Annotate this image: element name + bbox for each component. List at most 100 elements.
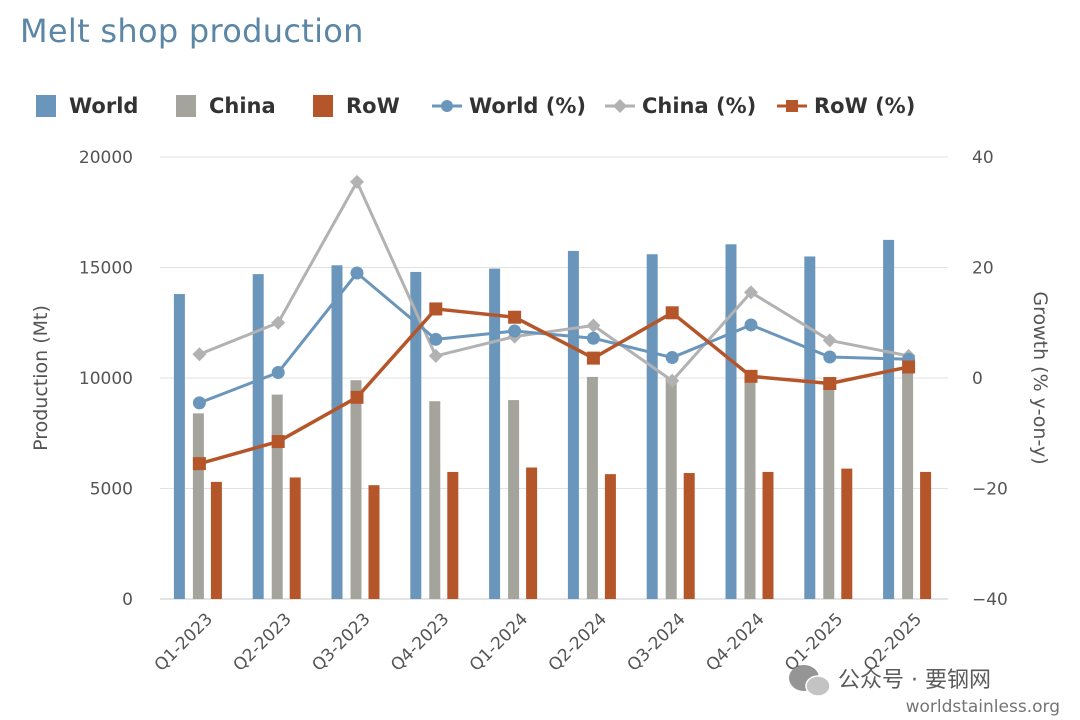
legend-world-pct[interactable]: World (%) [432,94,586,118]
row-growth-point [508,310,522,324]
bar-china [902,371,914,599]
legend-row-pct-marker [786,100,798,112]
bar-world [646,254,658,600]
world-growth-point [350,266,364,280]
y-tick-label: 20000 [79,148,133,168]
bar-world [252,274,264,599]
row-growth-point [744,369,758,383]
legend-world-pct-label: World (%) [469,94,586,118]
y2-tick-label: 0 [972,369,983,389]
bar-row [920,471,932,599]
x-tick-label: Q1-2025 [781,609,847,675]
bar-world [567,250,579,600]
bar-china [665,378,677,599]
bar-row [368,485,380,599]
legend-world-swatch [36,95,56,117]
x-tick-label: Q2-2024 [545,609,611,675]
world-growth-point [271,365,285,379]
row-growth-point [350,390,364,404]
bar-world [489,268,501,599]
world-growth-point [823,350,837,364]
x-tick-label: Q3-2023 [308,609,374,675]
china-growth-point [350,174,364,189]
bar-row [683,473,695,599]
bar-row [604,474,616,599]
y2-tick-label: −20 [972,480,1008,500]
china-growth-line [198,180,909,383]
china-growth-point [822,333,837,348]
y-tick-label: 10000 [79,369,133,389]
bar-china [744,373,756,599]
legend-china-pct-marker [613,99,627,113]
bar-world [804,256,816,599]
world-growth-point [744,318,758,332]
bar-row [210,481,222,599]
bar-row [841,468,853,599]
bar-world [410,271,422,599]
legend-world[interactable]: World [36,94,138,118]
legend-china-label: China [209,94,276,118]
y-tick-label: 0 [122,590,133,610]
x-tick-label: Q2-2025 [860,609,926,675]
world-growth-line [198,271,909,405]
legend-row[interactable]: RoW [313,94,400,118]
legend-china[interactable]: China [176,94,276,118]
bar-china [823,382,835,599]
legend-world-label: World [69,94,138,118]
watermark-line2: worldstainless.org [906,697,1060,717]
row-growth-point [192,457,206,471]
bar-china [271,394,283,599]
row-growth-point [271,435,285,449]
row-growth-line [198,307,909,466]
bar-china [192,413,204,599]
china-growth-point [586,318,601,333]
watermark-line1: 公众号 · 要钢网 [838,668,991,693]
legend-row-pct-label: RoW (%) [814,94,915,118]
legend-row-label: RoW [346,94,400,118]
bar-row [526,467,538,599]
legend-china-pct[interactable]: China (%) [605,94,756,118]
china-growth-point [665,373,680,388]
legend-row-swatch [313,95,333,117]
wechat-icon-bubble [805,675,831,697]
x-tick-label: Q1-2023 [151,609,217,675]
legend-china-swatch [176,95,196,117]
bar-china [429,401,441,599]
legend-world-pct-marker [441,100,453,112]
bar-row [762,471,774,599]
x-tick-label: Q3-2024 [624,609,690,675]
row-growth-point [902,360,916,374]
world-growth-point [429,332,443,346]
y-tick-label: 5000 [90,480,133,500]
x-tick-label: Q2-2023 [230,609,296,675]
china-growth-point [744,285,758,300]
y2-tick-label: 40 [972,148,994,168]
world-growth-point [508,324,522,338]
bar-china [586,376,598,599]
y2-tick-label: 20 [972,259,994,279]
world-growth-point [586,331,600,345]
bar-world [883,239,895,599]
bar-china [508,400,520,599]
world-growth-point [192,396,206,410]
x-tick-label: Q4-2024 [702,609,768,675]
x-tick-label: Q1-2024 [466,609,532,675]
china-growth-point [271,315,286,330]
watermark: 公众号 · 要钢网 worldstainless.org [789,665,1060,717]
row-growth-point [823,377,837,391]
y2-axis-title: Growth (% y-on-y) [1029,291,1051,464]
bar-row [289,477,301,599]
chart-title: Melt shop production [20,12,364,50]
china-growth-point [192,347,207,362]
y-tick-label: 15000 [79,259,133,279]
y-axis-title: Production (Mt) [30,305,52,451]
bar-china [350,380,362,599]
legend-row-pct[interactable]: RoW (%) [777,94,915,118]
bar-world [331,265,343,599]
row-growth-point [586,351,600,365]
bar-row [447,471,459,599]
legend-china-pct-label: China (%) [642,94,756,118]
bar-world [173,294,185,599]
bar-world [725,244,737,600]
